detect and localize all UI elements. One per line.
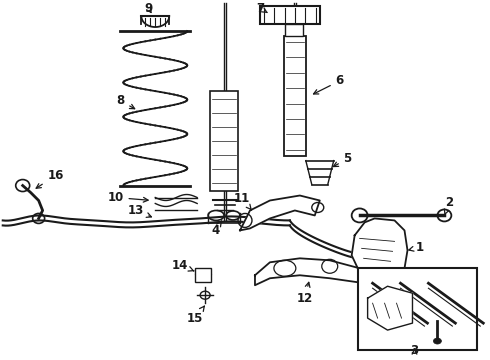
Bar bbox=[195, 268, 211, 282]
Text: 7: 7 bbox=[256, 1, 267, 15]
Text: 6: 6 bbox=[314, 75, 344, 94]
Text: 16: 16 bbox=[36, 169, 64, 188]
Text: 8: 8 bbox=[116, 94, 135, 109]
Bar bbox=[285, 24, 303, 36]
Text: 4: 4 bbox=[211, 221, 221, 237]
Text: 10: 10 bbox=[107, 191, 148, 204]
Bar bbox=[358, 268, 477, 350]
Bar bbox=[284, 36, 306, 156]
Bar bbox=[260, 6, 320, 24]
Polygon shape bbox=[255, 258, 360, 285]
Polygon shape bbox=[240, 195, 320, 230]
Text: 12: 12 bbox=[296, 282, 313, 305]
Text: 5: 5 bbox=[333, 152, 352, 167]
Text: 13: 13 bbox=[127, 204, 151, 217]
Text: 11: 11 bbox=[234, 192, 251, 210]
Text: 1: 1 bbox=[409, 241, 423, 254]
Bar bbox=[210, 91, 238, 190]
Polygon shape bbox=[352, 219, 408, 280]
Text: 9: 9 bbox=[144, 1, 152, 15]
Text: 3: 3 bbox=[411, 343, 418, 356]
Text: 15: 15 bbox=[187, 306, 204, 325]
Text: 2: 2 bbox=[444, 196, 453, 215]
Polygon shape bbox=[368, 286, 413, 330]
Text: 14: 14 bbox=[172, 259, 194, 272]
Ellipse shape bbox=[434, 338, 441, 344]
